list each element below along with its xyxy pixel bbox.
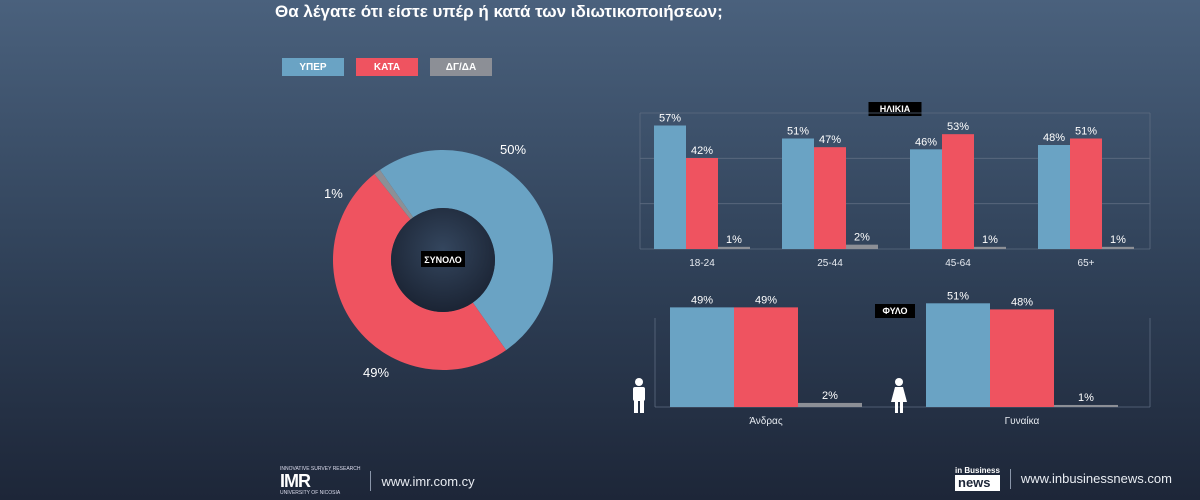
age-chart-value-65+-dk: 1% bbox=[1110, 234, 1126, 246]
pie-slice-dk bbox=[374, 169, 414, 220]
age-chart-bar-45-64-dk bbox=[974, 246, 1006, 249]
gender-chart-bar-Γυναίκα-dk bbox=[1054, 404, 1118, 407]
age-chart-title: ΗΛΙΚΙΑ bbox=[880, 104, 911, 114]
age-chart-bar-25-44-dk bbox=[846, 244, 878, 249]
male-icon bbox=[633, 378, 645, 413]
age-chart-value-25-44-no: 47% bbox=[819, 134, 841, 146]
pie-label-yes: 50% bbox=[500, 142, 526, 157]
imr-logo: INNOVATIVE SURVEY RESEARCH IMR UNIVERSIT… bbox=[280, 466, 360, 496]
age-chart-title-box bbox=[868, 102, 922, 116]
legend-item-no: ΚΑΤΑ bbox=[356, 58, 418, 76]
gender-chart-tick-1: Γυναίκα bbox=[1005, 415, 1040, 427]
age-chart-bar-18-24-yes bbox=[654, 125, 686, 249]
gender-chart-title-box bbox=[875, 304, 915, 318]
legend-item-dk: ΔΓ/ΔΑ bbox=[430, 58, 492, 76]
inbusiness-logo: in Business news bbox=[955, 466, 1000, 491]
age-chart-bar-65+-no bbox=[1070, 138, 1102, 249]
age-chart-bar-65+-yes bbox=[1038, 145, 1070, 249]
age-chart-value-65+-no: 51% bbox=[1075, 126, 1097, 138]
legend: ΥΠΕΡ ΚΑΤΑ ΔΓ/ΔΑ bbox=[282, 58, 492, 76]
pie-label-no: 49% bbox=[363, 365, 389, 380]
pie-label-dk: 1% bbox=[324, 186, 343, 201]
age-chart-bar-18-24-no bbox=[686, 158, 718, 249]
age-chart-tick-3: 65+ bbox=[1078, 258, 1095, 269]
gender-chart-value-Γυναίκα-yes: 51% bbox=[947, 290, 969, 302]
footer-separator-right bbox=[1009, 468, 1011, 489]
gender-chart-bar-Γυναίκα-yes bbox=[926, 303, 990, 407]
gender-chart-bar-Άνδρας-no bbox=[734, 307, 798, 407]
age-chart-value-45-64-yes: 46% bbox=[915, 136, 937, 148]
imr-logo-text: IMR bbox=[280, 471, 311, 491]
footer-imr: INNOVATIVE SURVEY RESEARCH IMR UNIVERSIT… bbox=[280, 466, 475, 496]
age-chart-value-18-24-dk: 1% bbox=[726, 234, 742, 246]
age-chart-bar-45-64-yes bbox=[910, 149, 942, 249]
gender-chart-value-Άνδρας-no: 49% bbox=[755, 294, 777, 306]
gender-chart-bar-Γυναίκα-no bbox=[990, 309, 1054, 407]
age-chart-value-45-64-no: 53% bbox=[947, 121, 969, 133]
inbusiness-url-link[interactable]: www.inbusinessnews.com bbox=[1020, 471, 1172, 486]
pie-center-box bbox=[421, 251, 465, 267]
footer-separator bbox=[370, 471, 372, 491]
gender-chart-value-Άνδρας-yes: 49% bbox=[691, 294, 713, 306]
gender-chart-tick-0: Άνδρας bbox=[749, 416, 783, 427]
age-chart-bar-25-44-no bbox=[814, 147, 846, 249]
gender-chart-value-Άνδρας-dk: 2% bbox=[822, 390, 838, 402]
age-chart-bar-45-64-no bbox=[942, 134, 974, 249]
pie-center-label: ΣΥΝΟΛΟ bbox=[424, 255, 461, 265]
imr-url-link[interactable]: www.imr.com.cy bbox=[381, 473, 475, 489]
age-chart-value-25-44-yes: 51% bbox=[787, 126, 809, 138]
age-chart-value-25-44-dk: 2% bbox=[854, 232, 870, 244]
pie-slice-yes bbox=[379, 150, 553, 351]
inbusiness-logo-top: in Business bbox=[955, 466, 1000, 475]
gender-chart-value-Γυναίκα-dk: 1% bbox=[1078, 392, 1094, 404]
age-chart-tick-2: 45-64 bbox=[945, 258, 971, 269]
gender-chart-title: ΦΥΛΟ bbox=[882, 306, 907, 316]
inbusiness-logo-bottom: news bbox=[955, 475, 1000, 491]
gender-chart-bar-Άνδρας-dk bbox=[798, 402, 862, 407]
age-chart-value-45-64-dk: 1% bbox=[982, 234, 998, 246]
pie-slice-no bbox=[332, 174, 507, 371]
age-chart-value-18-24-yes: 57% bbox=[659, 113, 681, 125]
imr-logo-sub-bottom: UNIVERSITY OF NICOSIA bbox=[280, 490, 341, 496]
gender-chart-value-Γυναίκα-no: 48% bbox=[1011, 296, 1033, 308]
age-chart-tick-0: 18-24 bbox=[689, 258, 715, 269]
age-chart-bar-65+-dk bbox=[1102, 246, 1134, 249]
legend-item-yes: ΥΠΕΡ bbox=[282, 58, 344, 76]
chart-title: Θα λέγατε ότι είστε υπέρ ή κατά των ιδιω… bbox=[275, 2, 723, 21]
gender-chart-bar-Άνδρας-yes bbox=[670, 307, 734, 407]
age-chart-value-18-24-no: 42% bbox=[691, 145, 713, 157]
age-chart-bar-18-24-dk bbox=[718, 246, 750, 249]
age-chart-tick-1: 25-44 bbox=[817, 258, 843, 269]
female-icon bbox=[891, 378, 907, 413]
imr-logo-sub-top: INNOVATIVE SURVEY RESEARCH bbox=[280, 466, 361, 472]
age-chart-bar-25-44-yes bbox=[782, 138, 814, 249]
age-chart-value-65+-yes: 48% bbox=[1043, 132, 1065, 144]
footer-inbusiness: in Business news www.inbusinessnews.com bbox=[955, 466, 1172, 491]
